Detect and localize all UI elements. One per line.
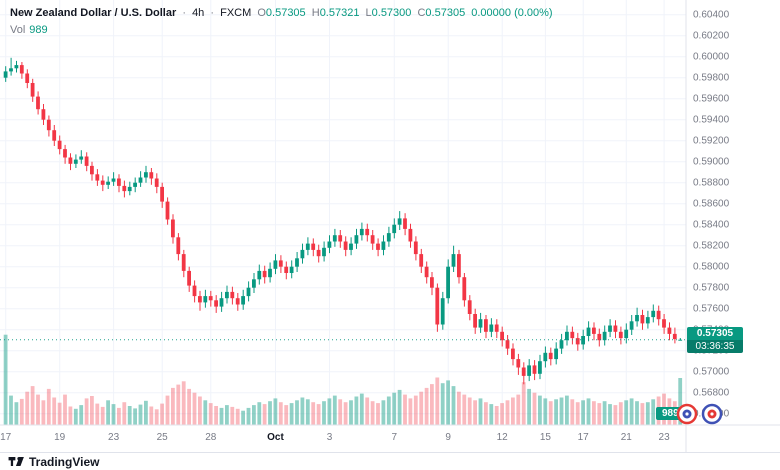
brand-name[interactable]: TradingView <box>29 454 100 469</box>
time-axis-label: 12 <box>497 432 509 443</box>
grid-lines <box>0 0 686 425</box>
price-axis-label: 0.57000 <box>693 367 730 378</box>
time-axis-label: Oct <box>267 432 284 443</box>
price-axis-label: 0.58000 <box>693 262 730 273</box>
price-axis-label: 0.59200 <box>693 136 730 147</box>
close-value: 0.57305 <box>425 7 466 19</box>
open-label: O <box>257 7 266 19</box>
economic-event-icon[interactable] <box>676 403 698 425</box>
time-axis-label: 28 <box>205 432 217 443</box>
price-axis-label: 0.59600 <box>693 94 730 105</box>
price-axis-label: 0.60400 <box>693 10 730 21</box>
bar-countdown: 03:36:35 <box>687 340 743 353</box>
chart-canvas[interactable]: 0.60400 0.60200 0.60000 0.59800 0.59600 0.594… <box>0 0 780 452</box>
price-axis-label: 0.58400 <box>693 220 730 231</box>
last-price-badge: 0.57305 03:36:35 <box>687 327 743 353</box>
exchange-label[interactable]: FXCM <box>220 7 252 19</box>
time-axis-label: 15 <box>540 432 552 443</box>
price-axis-label: 0.57600 <box>693 304 730 315</box>
price-axis-label: 0.58600 <box>693 199 730 210</box>
close-label: C <box>417 7 426 19</box>
time-axis-label: 25 <box>157 432 169 443</box>
volume-value: 989 <box>29 24 48 36</box>
legend-row-symbol: New Zealand Dollar / U.S. Dollar · 4h · … <box>10 6 556 21</box>
time-axis-label: 23 <box>108 432 120 443</box>
open-value: 0.57305 <box>265 7 306 19</box>
time-axis-label: 17 <box>0 432 12 443</box>
volume-label: Vol <box>10 24 26 36</box>
separator: · <box>182 7 186 19</box>
price-axis-label: 0.56800 <box>693 388 730 399</box>
symbol-title[interactable]: New Zealand Dollar / U.S. Dollar <box>10 7 177 19</box>
time-axis-label: 3 <box>327 432 333 443</box>
time-axis-label: 21 <box>621 432 633 443</box>
time-axis-label: 9 <box>445 432 451 443</box>
time-axis-label: 7 <box>392 432 398 443</box>
interval-label[interactable]: 4h <box>192 7 205 19</box>
time-axis-label: 17 <box>578 432 590 443</box>
separator: · <box>210 7 215 19</box>
price-axis-label: 0.60000 <box>693 52 730 63</box>
last-price-value: 0.57305 <box>687 327 743 340</box>
time-axis-label: 23 <box>659 432 671 443</box>
low-label: L <box>365 7 372 19</box>
price-axis-label: 0.57800 <box>693 283 730 294</box>
price-axis-label: 0.60200 <box>693 31 730 42</box>
economic-event-icon[interactable] <box>701 403 723 425</box>
price-axis-label: 0.58200 <box>693 241 730 252</box>
volume-bars <box>3 334 683 425</box>
price-axis-label: 0.59400 <box>693 115 730 126</box>
legend-row-volume: Vol 989 <box>10 23 556 38</box>
change-value: 0.00000 (0.00%) <box>471 7 553 19</box>
high-label: H <box>311 7 320 19</box>
time-axis-label: 19 <box>54 432 66 443</box>
price-axis-label: 0.59800 <box>693 73 730 84</box>
low-value: 0.57300 <box>371 7 412 19</box>
tradingview-logo-icon[interactable] <box>8 454 25 469</box>
footer-bar: TradingView <box>0 452 780 470</box>
legend: New Zealand Dollar / U.S. Dollar · 4h · … <box>10 6 556 38</box>
high-value: 0.57321 <box>319 7 360 19</box>
time-axis[interactable]: 17 19 23 25 28 Oct 3 7 9 12 15 17 21 23 <box>0 432 670 443</box>
candles <box>3 57 683 385</box>
price-axis-label: 0.59000 <box>693 157 730 168</box>
price-axis-label: 0.58800 <box>693 178 730 189</box>
price-axis[interactable]: 0.60400 0.60200 0.60000 0.59800 0.59600 0.594… <box>693 10 730 420</box>
